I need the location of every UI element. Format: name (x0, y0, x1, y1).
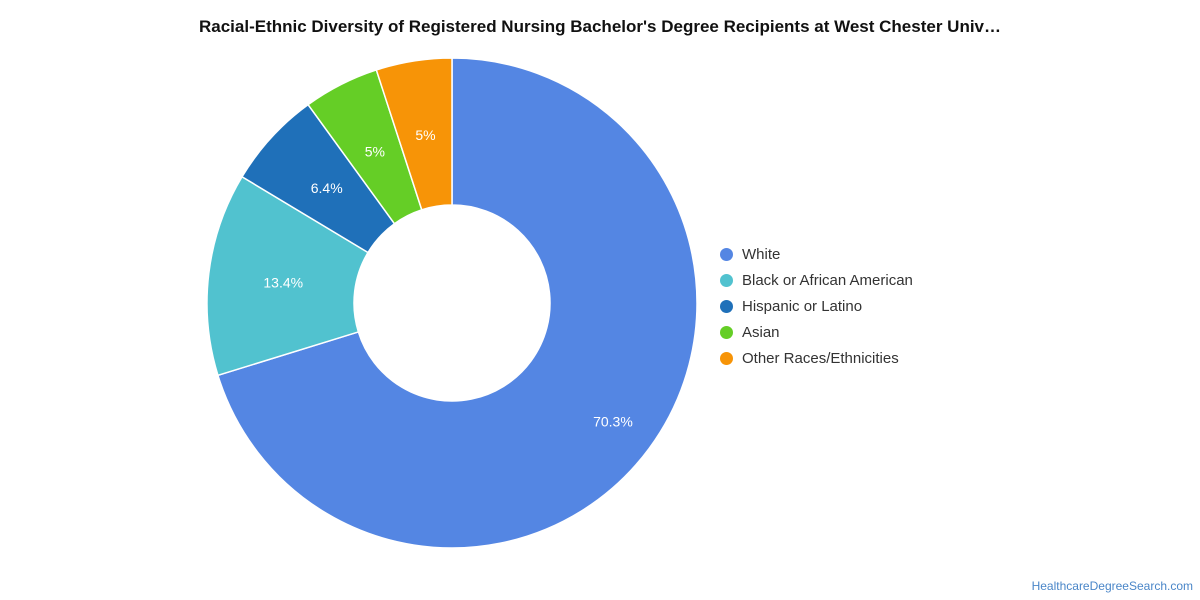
legend-label: White (742, 245, 781, 263)
legend-label: Other Races/Ethnicities (742, 349, 899, 367)
legend-item-white[interactable]: White (720, 241, 913, 267)
legend-item-asian[interactable]: Asian (720, 319, 913, 345)
slice-white[interactable] (216, 57, 698, 549)
chart-legend: White Black or African American Hispanic… (720, 241, 913, 371)
legend-swatch (720, 299, 733, 313)
legend-label: Hispanic or Latino (742, 297, 863, 315)
legend-swatch (720, 273, 733, 287)
legend-item-other-races-ethnicities[interactable]: Other Races/Ethnicities (720, 345, 913, 371)
legend-label: Asian (742, 323, 780, 341)
slice-other-races-ethnicities[interactable] (375, 57, 453, 211)
source-link[interactable]: HealthcareDegreeSearch.com (1031, 579, 1193, 593)
legend-label: Black or African American (742, 271, 913, 289)
slice-label-other-races-ethnicities: 5% (415, 127, 435, 143)
slice-label-white: 70.3% (593, 414, 633, 430)
slice-label-hispanic-or-latino: 6.4% (311, 180, 343, 196)
slice-label-black-or-african-american: 13.4% (263, 275, 303, 291)
legend-swatch (720, 351, 733, 365)
legend-item-black-or-african-american[interactable]: Black or African American (720, 267, 913, 293)
legend-swatch (720, 325, 733, 339)
legend-item-hispanic-or-latino[interactable]: Hispanic or Latino (720, 293, 913, 319)
chart-title: Racial-Ethnic Diversity of Registered Nu… (198, 17, 1002, 36)
slice-label-asian: 5% (365, 143, 385, 159)
legend-swatch (720, 247, 733, 261)
slice-black-or-african-american[interactable] (206, 175, 370, 377)
